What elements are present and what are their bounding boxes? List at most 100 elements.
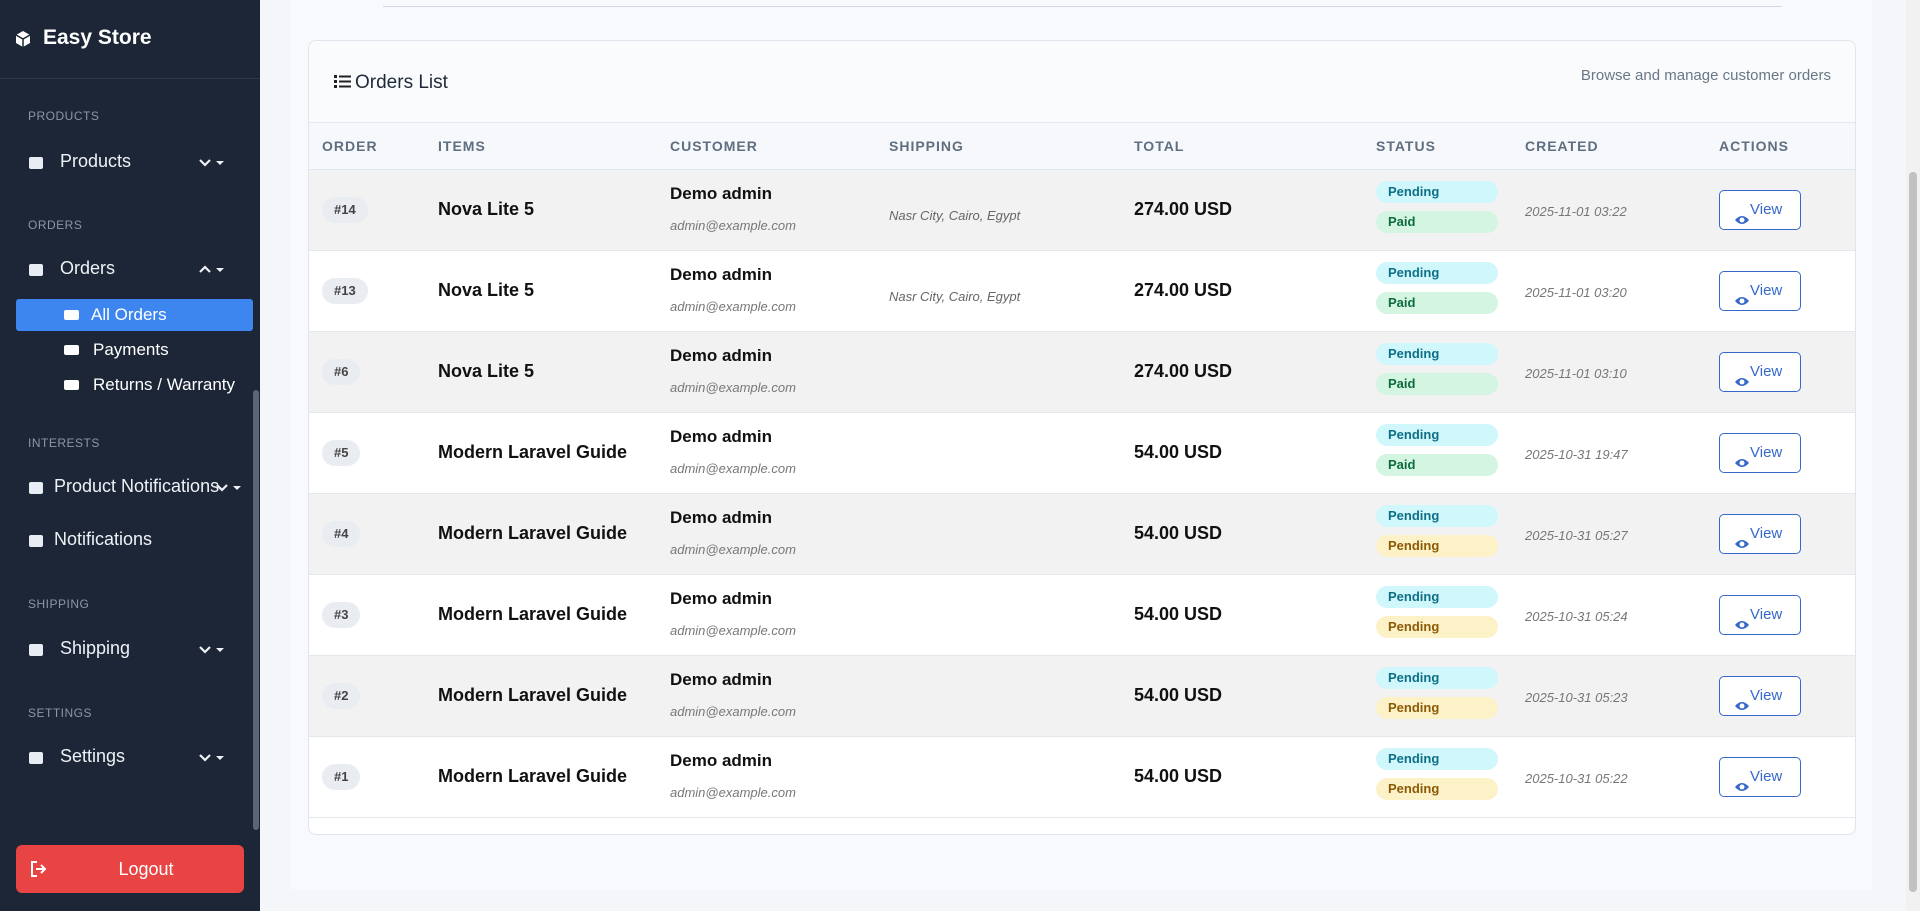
view-button[interactable]: View xyxy=(1719,271,1801,311)
customer-email: admin@example.com xyxy=(670,785,796,800)
order-id: #14 xyxy=(322,197,368,223)
nav-item[interactable]: Orders xyxy=(60,258,116,278)
view-button[interactable]: View xyxy=(1719,676,1801,716)
status-badge: Pending xyxy=(1376,505,1498,527)
nav-icon xyxy=(28,749,44,770)
section-heading: ORDERS xyxy=(28,218,83,232)
order-total: 274.00 USD xyxy=(1134,199,1233,219)
customer-email: admin@example.com xyxy=(670,623,796,638)
nav-icon xyxy=(64,343,80,362)
nav-subitem[interactable]: Returns / Warranty xyxy=(93,375,236,394)
logout-button[interactable]: Logout xyxy=(16,845,244,893)
customer-name: Demo admin xyxy=(670,427,773,446)
view-label: View xyxy=(1750,363,1783,380)
status-badge: Pending xyxy=(1376,262,1498,284)
payment-badge: Pending xyxy=(1376,778,1498,800)
logout-icon xyxy=(31,861,47,877)
view-label: View xyxy=(1750,606,1783,623)
status-badge: Pending xyxy=(1376,343,1498,365)
customer-name: Demo admin xyxy=(670,346,773,365)
status-badge: Pending xyxy=(1376,181,1498,203)
order-id: #4 xyxy=(322,521,361,547)
view-button[interactable]: View xyxy=(1719,514,1801,554)
table-row xyxy=(309,737,1855,818)
chevron xyxy=(199,156,225,174)
customer-email: admin@example.com xyxy=(670,461,796,476)
customer-email: admin@example.com xyxy=(670,299,796,314)
nav-item[interactable]: Products xyxy=(60,151,132,171)
order-total: 54.00 USD xyxy=(1134,442,1223,462)
customer-name: Demo admin xyxy=(670,184,773,203)
view-button[interactable]: View xyxy=(1719,433,1801,473)
column-header: ITEMS xyxy=(438,138,486,154)
nav-icon xyxy=(64,308,80,327)
brand: Easy Store xyxy=(43,26,152,49)
created-date: 2025-10-31 05:24 xyxy=(1525,609,1628,624)
order-id: #1 xyxy=(322,764,361,790)
status-badge: Pending xyxy=(1376,424,1498,446)
chevron xyxy=(199,263,225,281)
view-button[interactable]: View xyxy=(1719,190,1801,230)
column-header: CREATED xyxy=(1525,138,1599,154)
status-badge: Pending xyxy=(1376,586,1498,608)
order-id: #2 xyxy=(322,683,361,709)
active-highlight xyxy=(16,299,253,331)
nav-item[interactable]: Product Notifications xyxy=(54,476,220,496)
eye-icon xyxy=(1734,446,1750,483)
nav-icon xyxy=(28,532,44,553)
section-heading: SETTINGS xyxy=(28,706,93,720)
divider xyxy=(0,78,260,79)
order-id: #5 xyxy=(322,440,361,466)
table-row xyxy=(309,170,1855,251)
created-date: 2025-11-01 03:20 xyxy=(1525,285,1627,300)
nav-item[interactable]: Settings xyxy=(60,746,126,766)
view-label: View xyxy=(1750,201,1783,218)
customer-name: Demo admin xyxy=(670,589,773,608)
eye-icon xyxy=(1734,689,1750,726)
item-name: Nova Lite 5 xyxy=(438,361,535,381)
scroll-thumb xyxy=(1909,172,1917,892)
item-name: Nova Lite 5 xyxy=(438,199,535,219)
payment-badge: Paid xyxy=(1376,292,1498,314)
view-button[interactable]: View xyxy=(1719,352,1801,392)
created-date: 2025-11-01 03:22 xyxy=(1525,204,1627,219)
item-name: Nova Lite 5 xyxy=(438,280,535,300)
view-label: View xyxy=(1750,768,1783,785)
nav-subitem[interactable]: Payments xyxy=(93,340,169,359)
card-subtitle: Browse and manage customer orders xyxy=(1580,67,1831,84)
nav-subitem[interactable]: All Orders xyxy=(91,305,167,324)
section-heading: SHIPPING xyxy=(28,597,90,611)
view-label: View xyxy=(1750,282,1783,299)
payment-badge: Paid xyxy=(1376,373,1498,395)
nav-item[interactable]: Shipping xyxy=(60,638,131,658)
table-row xyxy=(309,332,1855,413)
order-id: #3 xyxy=(322,602,361,628)
card-title: Orders List xyxy=(355,72,448,93)
section-heading: INTERESTS xyxy=(28,436,100,450)
chevron xyxy=(199,751,225,769)
item-name: Modern Laravel Guide xyxy=(438,523,628,543)
card-header xyxy=(309,41,1855,123)
logout-label: Logout xyxy=(118,859,174,879)
table-row xyxy=(309,575,1855,656)
column-header: CUSTOMER xyxy=(670,138,758,154)
customer-email: admin@example.com xyxy=(670,704,796,719)
view-label: View xyxy=(1750,687,1783,704)
brand-icon xyxy=(15,31,31,47)
order-total: 54.00 USD xyxy=(1134,766,1223,786)
created-date: 2025-10-31 05:23 xyxy=(1525,690,1628,705)
customer-name: Demo admin xyxy=(670,508,773,527)
view-button[interactable]: View xyxy=(1719,595,1801,635)
divider xyxy=(383,6,1782,7)
shipping-address: Nasr City, Cairo, Egypt xyxy=(889,289,1021,304)
nav-icon xyxy=(28,641,44,662)
created-date: 2025-10-31 19:47 xyxy=(1525,447,1628,462)
nav-item[interactable]: Notifications xyxy=(54,529,153,549)
view-button[interactable]: View xyxy=(1719,757,1801,797)
customer-name: Demo admin xyxy=(670,751,773,770)
shipping-address: Nasr City, Cairo, Egypt xyxy=(889,208,1021,223)
order-total: 274.00 USD xyxy=(1134,361,1233,381)
nav-icon xyxy=(28,154,44,175)
orders-card: Orders List Browse and manage customer o… xyxy=(308,40,1856,835)
